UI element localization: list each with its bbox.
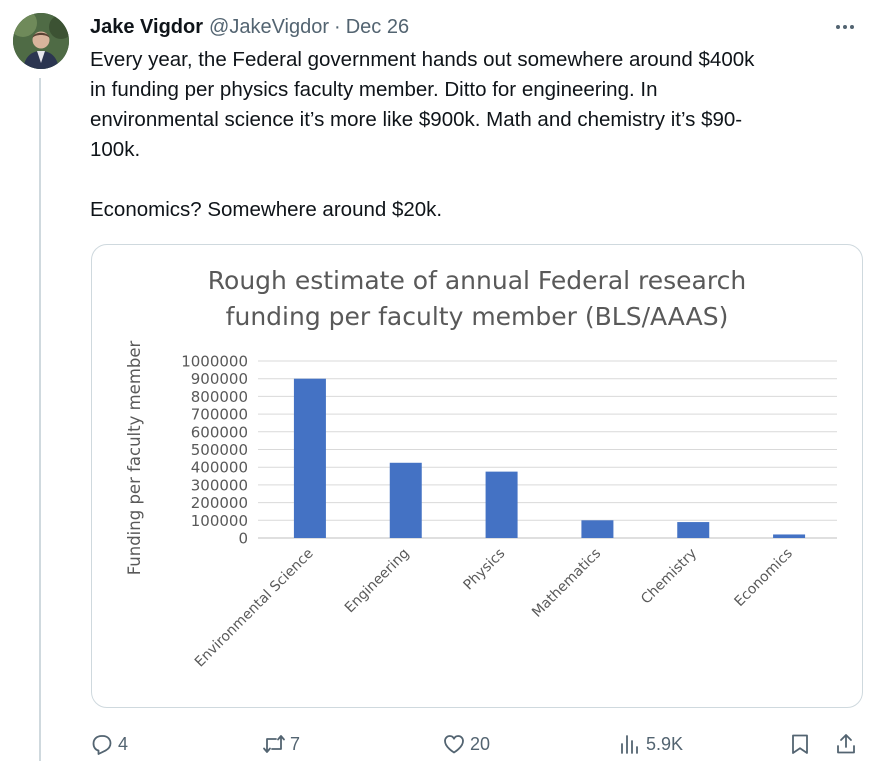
thread-line bbox=[39, 78, 41, 761]
dot bbox=[850, 25, 854, 29]
x-tick-label: Economics bbox=[732, 546, 796, 610]
y-tick-label: 200000 bbox=[191, 494, 248, 512]
action-bar: 4 7 20 5.9K bbox=[90, 728, 862, 760]
y-tick-label: 1000000 bbox=[181, 353, 248, 371]
views-count: 5.9K bbox=[646, 733, 684, 754]
avatar[interactable] bbox=[13, 13, 69, 69]
y-tick-label: 600000 bbox=[191, 423, 248, 441]
chart-bar bbox=[293, 378, 326, 538]
reply-count: 4 bbox=[118, 733, 129, 754]
chart-image[interactable]: Rough estimate of annual Federal researc… bbox=[91, 244, 863, 708]
x-tick-label: Mathematics bbox=[529, 546, 604, 621]
y-tick-label: 500000 bbox=[191, 441, 248, 459]
x-tick-label: Environmental Science bbox=[192, 546, 317, 671]
x-tick-label: Chemistry bbox=[638, 546, 700, 608]
tweet-paragraph: Economics? Somewhere around $20k. bbox=[90, 198, 443, 221]
chart-bar bbox=[677, 522, 710, 538]
share-button[interactable] bbox=[834, 728, 858, 760]
x-tick-label: Engineering bbox=[342, 546, 413, 617]
y-tick-label: 100000 bbox=[191, 512, 248, 530]
y-tick-label: 900000 bbox=[191, 370, 248, 388]
chart-title-line-2: funding per faculty member (BLS/AAAS) bbox=[226, 302, 729, 331]
author-name[interactable]: Jake Vigdor bbox=[90, 15, 204, 38]
heart-icon bbox=[444, 735, 464, 754]
author-handle[interactable]: @JakeVigdor bbox=[209, 15, 330, 38]
retweet-button[interactable]: 7 bbox=[262, 728, 300, 760]
separator: · bbox=[334, 15, 341, 38]
tweet-text: Every year, the Federal government hands… bbox=[90, 45, 860, 225]
dot bbox=[843, 25, 847, 29]
dot bbox=[836, 25, 840, 29]
y-tick-label: 700000 bbox=[191, 406, 248, 424]
retweet-icon bbox=[263, 735, 285, 753]
chart-bar bbox=[485, 471, 518, 538]
views-button[interactable]: 5.9K bbox=[618, 728, 683, 760]
y-axis-label: Funding per faculty member bbox=[125, 340, 144, 575]
chart-bar bbox=[773, 534, 806, 538]
bookmark-icon bbox=[792, 734, 808, 754]
share-icon bbox=[837, 734, 855, 754]
chart-bar bbox=[389, 462, 422, 538]
tweet-date[interactable]: Dec 26 bbox=[345, 15, 410, 38]
y-tick-label: 800000 bbox=[191, 388, 248, 406]
tweet-header: Jake Vigdor @JakeVigdor · Dec 26 bbox=[90, 14, 409, 40]
reply-button[interactable]: 4 bbox=[90, 728, 128, 760]
reply-icon bbox=[92, 735, 112, 755]
chart-bar bbox=[581, 520, 614, 538]
x-tick-label: Physics bbox=[460, 546, 508, 594]
bookmark-button[interactable] bbox=[788, 728, 812, 760]
views-chart-icon bbox=[621, 735, 638, 754]
y-tick-label: 400000 bbox=[191, 459, 248, 477]
chart-title-line-1: Rough estimate of annual Federal researc… bbox=[208, 266, 746, 295]
tweet-paragraph: Every year, the Federal government hands… bbox=[90, 48, 755, 161]
avatar-photo bbox=[13, 13, 69, 69]
more-options-icon[interactable] bbox=[831, 13, 859, 41]
y-tick-label: 300000 bbox=[191, 476, 248, 494]
bar-chart: Rough estimate of annual Federal researc… bbox=[125, 266, 837, 671]
y-tick-label: 0 bbox=[238, 530, 248, 548]
like-button[interactable]: 20 bbox=[442, 728, 490, 760]
retweet-count: 7 bbox=[290, 733, 301, 754]
like-count: 20 bbox=[470, 733, 491, 754]
